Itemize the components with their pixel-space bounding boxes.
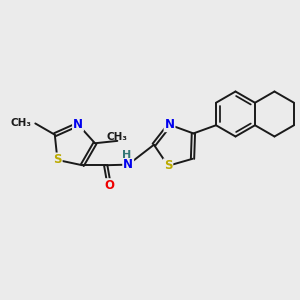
Text: N: N	[73, 118, 83, 131]
Text: N: N	[164, 118, 175, 131]
Text: H: H	[122, 150, 131, 160]
Text: S: S	[53, 154, 62, 166]
Text: CH₃: CH₃	[107, 132, 128, 142]
Text: S: S	[164, 159, 172, 172]
Text: CH₃: CH₃	[11, 118, 32, 128]
Text: O: O	[104, 179, 114, 192]
Text: N: N	[123, 158, 133, 171]
